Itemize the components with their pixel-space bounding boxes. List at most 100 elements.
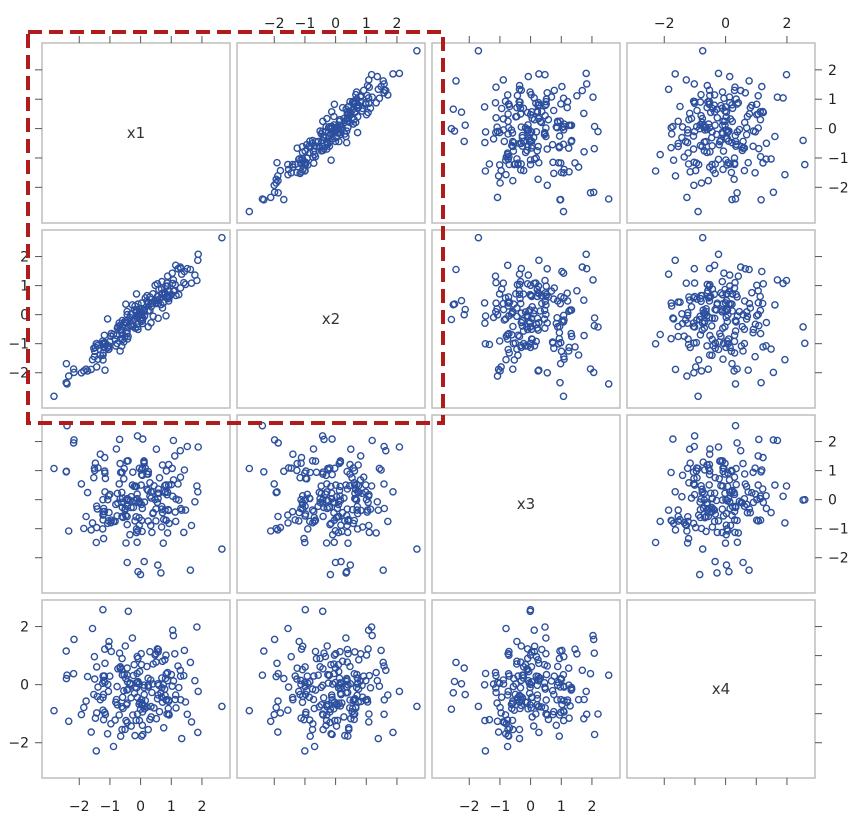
data-point bbox=[342, 634, 350, 642]
tick-label-top: 2 bbox=[782, 16, 791, 32]
data-point bbox=[272, 179, 281, 187]
data-point bbox=[300, 538, 309, 547]
data-point bbox=[543, 145, 552, 153]
data-point bbox=[324, 700, 333, 709]
data-point bbox=[161, 656, 169, 664]
data-point bbox=[116, 664, 124, 673]
data-point bbox=[724, 469, 732, 478]
data-point bbox=[708, 285, 717, 293]
data-point bbox=[528, 141, 537, 150]
data-point bbox=[690, 279, 699, 287]
panel-x2-vs-x3 bbox=[431, 229, 621, 409]
data-point bbox=[721, 107, 729, 115]
data-point bbox=[91, 459, 100, 468]
data-point bbox=[690, 490, 699, 499]
data-point bbox=[80, 367, 88, 375]
data-point bbox=[305, 494, 314, 503]
data-point bbox=[513, 91, 522, 100]
data-point bbox=[731, 528, 739, 537]
data-point bbox=[696, 330, 705, 339]
data-point bbox=[525, 317, 534, 326]
data-point bbox=[589, 188, 598, 197]
data-point bbox=[684, 149, 692, 157]
data-point bbox=[128, 634, 137, 642]
data-point bbox=[555, 654, 564, 663]
data-point bbox=[533, 694, 542, 703]
data-point bbox=[103, 730, 112, 738]
data-point bbox=[274, 512, 282, 521]
data-point bbox=[172, 704, 180, 712]
data-point bbox=[62, 647, 70, 655]
data-point bbox=[485, 715, 494, 724]
data-point bbox=[276, 166, 285, 175]
data-point bbox=[505, 349, 514, 357]
data-point bbox=[181, 506, 190, 514]
data-point bbox=[733, 100, 741, 108]
data-point bbox=[123, 512, 131, 521]
data-point bbox=[306, 732, 315, 741]
data-point bbox=[176, 446, 185, 455]
data-point bbox=[526, 683, 534, 692]
data-point bbox=[553, 662, 562, 671]
data-point bbox=[373, 497, 382, 506]
data-point bbox=[559, 269, 568, 278]
data-point bbox=[781, 355, 789, 364]
data-point bbox=[169, 436, 178, 445]
data-point bbox=[327, 156, 335, 164]
data-point bbox=[773, 276, 782, 284]
data-point bbox=[186, 658, 195, 667]
data-point bbox=[122, 300, 130, 309]
data-point bbox=[380, 442, 388, 451]
data-point bbox=[83, 488, 92, 497]
data-point bbox=[779, 94, 787, 102]
data-point bbox=[692, 464, 701, 472]
panel-x3-vs-x2 bbox=[236, 414, 426, 594]
data-point bbox=[310, 513, 319, 522]
data-point bbox=[481, 312, 490, 320]
data-point bbox=[320, 435, 328, 444]
data-point bbox=[449, 300, 458, 309]
data-point bbox=[719, 355, 727, 364]
data-point bbox=[497, 285, 506, 293]
data-point bbox=[683, 193, 691, 202]
data-point bbox=[336, 496, 345, 505]
data-point bbox=[541, 623, 549, 631]
tick-label-top: 2 bbox=[392, 16, 401, 32]
data-point bbox=[155, 707, 164, 716]
panel-x3-vs-x1 bbox=[41, 414, 231, 594]
data-point bbox=[164, 710, 173, 718]
data-point bbox=[676, 298, 684, 307]
data-point bbox=[92, 663, 101, 671]
data-point bbox=[164, 481, 173, 489]
data-point bbox=[343, 115, 351, 123]
data-point bbox=[744, 366, 753, 375]
data-point bbox=[452, 658, 460, 667]
data-point bbox=[302, 708, 310, 717]
data-point bbox=[346, 470, 354, 478]
data-point bbox=[148, 688, 156, 697]
data-point bbox=[725, 476, 734, 484]
data-point bbox=[327, 108, 336, 116]
data-point bbox=[152, 445, 161, 454]
data-point bbox=[346, 680, 355, 688]
data-point bbox=[380, 696, 389, 704]
data-point bbox=[245, 706, 254, 715]
data-point bbox=[324, 679, 333, 687]
data-point bbox=[151, 651, 159, 659]
data-point bbox=[721, 489, 729, 498]
data-point bbox=[678, 123, 687, 131]
data-point bbox=[284, 519, 292, 527]
data-point bbox=[559, 392, 568, 401]
data-point bbox=[708, 523, 717, 531]
data-point bbox=[684, 335, 692, 343]
data-point bbox=[706, 91, 714, 100]
panel-x2-vs-x4 bbox=[626, 229, 816, 409]
data-point bbox=[556, 195, 564, 204]
data-point bbox=[123, 699, 131, 708]
data-point bbox=[509, 138, 518, 147]
tick-label-right: 2 bbox=[828, 435, 837, 451]
data-point bbox=[193, 487, 202, 496]
data-point bbox=[354, 698, 363, 707]
data-point bbox=[120, 474, 128, 483]
data-point bbox=[361, 98, 370, 107]
